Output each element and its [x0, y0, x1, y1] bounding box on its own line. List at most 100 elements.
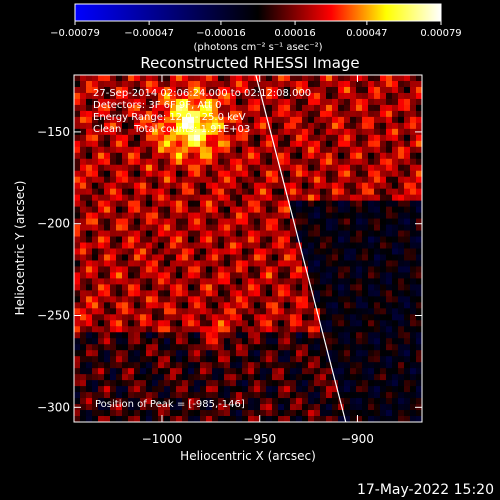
- heatmap-cell: [242, 416, 249, 422]
- heatmap-cell: [164, 98, 171, 106]
- heatmap-cell: [242, 116, 249, 124]
- heatmap-cell: [296, 158, 303, 166]
- heatmap-cell: [332, 392, 339, 399]
- heatmap-cell: [404, 368, 411, 375]
- heatmap-cell: [356, 188, 363, 196]
- heatmap-cell: [116, 416, 123, 422]
- heatmap-cell: [116, 230, 123, 237]
- heatmap-cell: [308, 368, 315, 375]
- heatmap-cell: [128, 230, 135, 237]
- heatmap-cell: [104, 254, 111, 261]
- heatmap-cell: [350, 104, 357, 112]
- heatmap-cell: [332, 326, 339, 333]
- heatmap-cell: [200, 164, 207, 172]
- heatmap-cell: [266, 164, 273, 172]
- heatmap-cell: [344, 320, 351, 327]
- heatmap-cell: [80, 344, 87, 351]
- heatmap-cell: [332, 248, 339, 255]
- heatmap-cell: [104, 98, 111, 106]
- heatmap-cell: [140, 200, 147, 208]
- heatmap-cell: [236, 230, 243, 237]
- heatmap-cell: [380, 284, 387, 291]
- heatmap-cell: [398, 314, 405, 321]
- heatmap-cell: [134, 134, 141, 142]
- heatmap-cell: [86, 176, 93, 184]
- heatmap-cell: [386, 338, 393, 345]
- heatmap-cell: [134, 386, 141, 393]
- heatmap-cell: [158, 122, 165, 130]
- heatmap-cell: [128, 236, 135, 243]
- heatmap-cell: [320, 140, 327, 148]
- heatmap-cell: [320, 75, 327, 82]
- heatmap-cell: [98, 302, 105, 309]
- heatmap-cell: [338, 98, 345, 106]
- heatmap-cell: [212, 176, 219, 184]
- heatmap-cell: [128, 368, 135, 375]
- heatmap-cell: [224, 158, 231, 166]
- heatmap-cell: [176, 302, 183, 309]
- heatmap-cell: [218, 356, 225, 363]
- heatmap-cell: [356, 200, 363, 208]
- heatmap-cell: [116, 338, 123, 345]
- heatmap-cell: [218, 392, 225, 399]
- heatmap-cell: [410, 188, 417, 196]
- heatmap-cell: [158, 110, 165, 118]
- heatmap-cell: [272, 368, 279, 375]
- heatmap-cell: [332, 140, 339, 148]
- heatmap-cell: [74, 152, 81, 160]
- heatmap-cell: [98, 308, 105, 315]
- heatmap-cells: [74, 75, 422, 422]
- heatmap-cell: [284, 362, 291, 369]
- heatmap-cell: [374, 206, 381, 214]
- heatmap-cell: [242, 266, 249, 273]
- heatmap-cell: [248, 326, 255, 333]
- heatmap-cell: [182, 254, 189, 261]
- heatmap-cell: [98, 122, 105, 130]
- heatmap-cell: [122, 314, 129, 321]
- heatmap-cell: [212, 206, 219, 214]
- heatmap-cell: [392, 242, 399, 249]
- heatmap-cell: [290, 182, 297, 190]
- heatmap-cell: [326, 176, 333, 184]
- heatmap-cell: [338, 152, 345, 160]
- heatmap-cell: [200, 260, 207, 267]
- heatmap-cell: [266, 182, 273, 190]
- heatmap-cell: [104, 260, 111, 267]
- heatmap-cell: [74, 116, 81, 124]
- heatmap-cell: [80, 92, 87, 100]
- heatmap-cell: [362, 140, 369, 148]
- heatmap-cell: [272, 332, 279, 339]
- heatmap-cell: [332, 206, 339, 214]
- heatmap-cell: [212, 212, 219, 219]
- heatmap-cell: [380, 296, 387, 303]
- heatmap-cell: [218, 146, 225, 154]
- heatmap-cell: [80, 152, 87, 160]
- heatmap-cell: [350, 272, 357, 279]
- heatmap-cell: [236, 170, 243, 178]
- heatmap-cell: [254, 332, 261, 339]
- heatmap-cell: [398, 98, 405, 106]
- heatmap-cell: [410, 380, 417, 387]
- heatmap-cell: [176, 296, 183, 303]
- colorbar-ticks: −0.00079 −0.00047 −0.00016 0.00016 0.00047 0.…: [50, 21, 462, 39]
- heatmap-cell: [404, 380, 411, 387]
- heatmap-cell: [212, 320, 219, 327]
- heatmap-cell: [248, 164, 255, 172]
- heatmap-cell: [374, 398, 381, 405]
- heatmap-cell: [98, 230, 105, 237]
- heatmap-cell: [272, 266, 279, 273]
- heatmap-cell: [158, 338, 165, 345]
- heatmap-cell: [386, 200, 393, 208]
- heatmap-cell: [170, 104, 177, 112]
- heatmap-cell: [386, 176, 393, 184]
- heatmap-cell: [128, 290, 135, 297]
- heatmap-cell: [278, 236, 285, 243]
- heatmap-cell: [404, 260, 411, 267]
- heatmap-cell: [146, 338, 153, 345]
- heatmap-cell: [290, 230, 297, 237]
- heatmap-cell: [284, 128, 291, 136]
- heatmap-cell: [284, 146, 291, 154]
- heatmap-cell: [230, 146, 237, 154]
- heatmap-cell: [260, 392, 267, 399]
- heatmap-cell: [362, 254, 369, 261]
